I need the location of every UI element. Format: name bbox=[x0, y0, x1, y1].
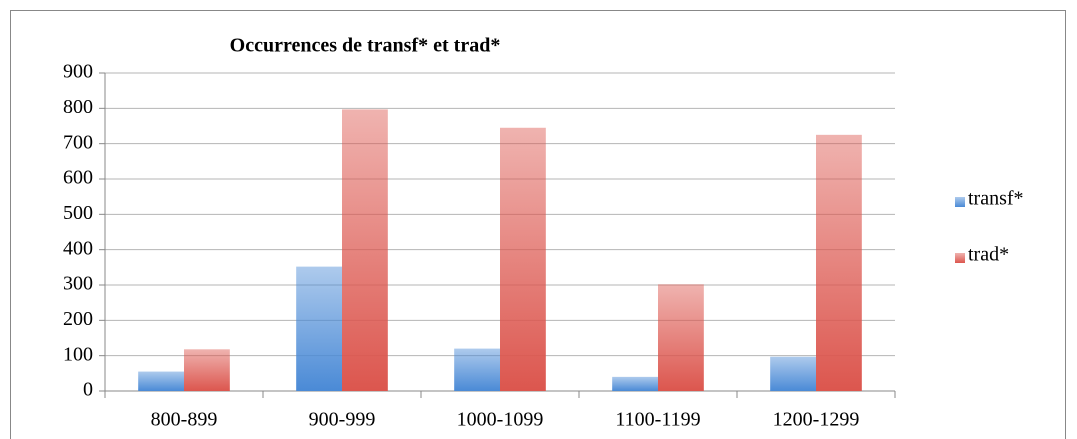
x-tick-label: 800-899 bbox=[151, 409, 218, 431]
y-tick-label: 0 bbox=[83, 379, 93, 401]
bar bbox=[500, 127, 546, 392]
bar bbox=[612, 376, 658, 391]
x-tick-label: 1100-1199 bbox=[615, 409, 700, 431]
bar bbox=[184, 349, 230, 391]
x-tick-label: 900-999 bbox=[309, 409, 376, 431]
y-tick-label: 300 bbox=[63, 273, 93, 295]
chart-title: Occurrences de transf* et trad* bbox=[230, 35, 501, 57]
bar bbox=[816, 134, 862, 392]
y-tick-label: 900 bbox=[63, 61, 93, 83]
x-tick-label: 1000-1099 bbox=[457, 409, 544, 431]
y-tick-label: 400 bbox=[63, 237, 93, 259]
y-tick-label: 700 bbox=[63, 131, 93, 153]
bar bbox=[138, 371, 184, 391]
y-tick-label: 100 bbox=[63, 343, 93, 365]
y-tick-label: 800 bbox=[63, 96, 93, 118]
y-tick-label: 600 bbox=[63, 167, 93, 189]
bar bbox=[296, 266, 342, 391]
y-tick-label: 200 bbox=[63, 308, 93, 330]
x-tick-label: 1200-1299 bbox=[773, 409, 860, 431]
legend-label: trad* bbox=[968, 244, 1009, 266]
bar bbox=[770, 356, 816, 391]
y-tick-label: 500 bbox=[63, 202, 93, 224]
legend-swatch bbox=[955, 197, 965, 207]
bar bbox=[342, 109, 388, 391]
legend-label: transf* bbox=[968, 188, 1024, 210]
bar bbox=[658, 284, 704, 391]
legend-swatch bbox=[955, 253, 965, 263]
bar bbox=[454, 348, 500, 391]
